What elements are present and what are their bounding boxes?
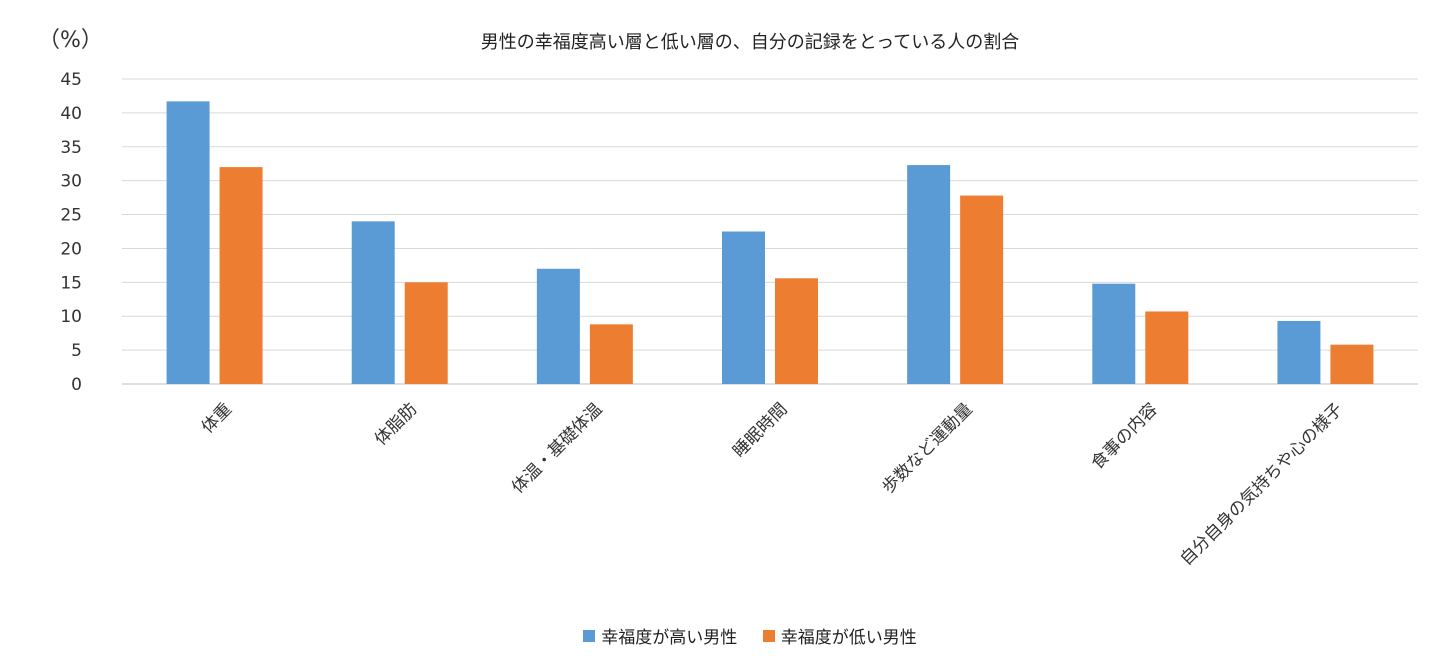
- x-tick-label: 歩数など運動量: [878, 399, 976, 497]
- y-tick-label: 5: [71, 341, 82, 361]
- x-tick-label: 食事の内容: [1088, 399, 1162, 473]
- y-tick-label: 30: [60, 172, 82, 192]
- y-tick-label: 0: [71, 375, 82, 395]
- bar-high: [166, 101, 210, 384]
- x-tick-label: 自分自身の気持ちや心の様子: [1177, 399, 1347, 569]
- chart-title: 男性の幸福度高い層と低い層の、自分の記録をとっている人の割合: [480, 32, 1020, 53]
- y-tick-label: 45: [60, 70, 82, 90]
- y-tick-label: 25: [60, 206, 82, 226]
- x-tick-label: 体脂肪: [371, 399, 421, 449]
- legend-swatch-low: [762, 629, 775, 642]
- legend-item-low: 幸福度が低い男性: [762, 623, 917, 648]
- y-axis-unit-label: （%）: [38, 28, 103, 53]
- bar-low: [960, 195, 1004, 384]
- x-tick-label: 体温・基礎体温: [508, 399, 606, 497]
- legend: 幸福度が高い男性 幸福度が低い男性: [0, 623, 1440, 648]
- y-tick-label: 35: [60, 138, 82, 158]
- bar-low: [589, 324, 633, 384]
- bar-high: [1277, 320, 1321, 384]
- bar-high: [722, 231, 765, 384]
- x-tick-label: 体重: [198, 399, 236, 437]
- bar-high: [536, 268, 580, 384]
- bar-high: [351, 221, 395, 384]
- bar-low: [1145, 311, 1189, 384]
- x-tick-label: 睡眠時間: [729, 399, 791, 461]
- bar-low: [219, 167, 263, 384]
- legend-item-high: 幸福度が高い男性: [583, 623, 737, 648]
- legend-label-low: 幸福度が低い男性: [780, 628, 917, 648]
- bar-high: [907, 165, 951, 384]
- bar-low: [404, 282, 448, 384]
- bar-low: [1330, 344, 1374, 384]
- bar-low: [775, 278, 818, 384]
- legend-swatch-high: [583, 629, 596, 642]
- bar-high: [1092, 283, 1136, 384]
- bar-chart: 0 5 10 15 20 25 30 35 40 45 体重 体脂肪 体温・基礎体温 睡眠時間 歩数など運動…: [60, 70, 1418, 570]
- y-tick-label: 40: [60, 104, 82, 124]
- y-tick-label: 15: [60, 273, 82, 293]
- y-tick-label: 10: [60, 307, 82, 327]
- y-tick-label: 20: [60, 239, 82, 259]
- legend-label-high: 幸福度が高い男性: [601, 628, 738, 648]
